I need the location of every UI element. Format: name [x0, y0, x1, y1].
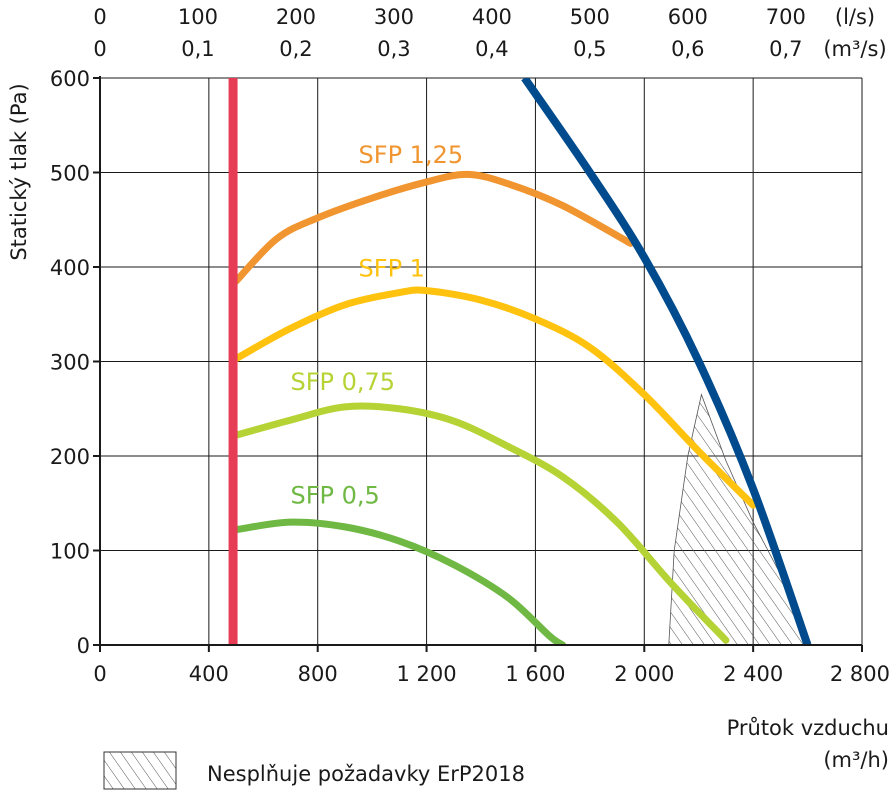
legend-label: Nesplňuje požadavky ErP2018 — [207, 762, 525, 786]
x-axis-title-line1: Průtok vzduchu — [727, 716, 889, 740]
top-ls-tick-label-3: 300 — [374, 5, 414, 29]
x-tick-label-5: 2 000 — [614, 662, 674, 686]
x-tick-label-2: 800 — [298, 662, 338, 686]
top-axis-m3s-unit: (m³/s) — [823, 37, 886, 61]
y-tick-label-2: 200 — [50, 445, 90, 469]
series-line-0 — [232, 170, 635, 285]
series-line-1 — [232, 286, 757, 509]
series-line-3 — [232, 518, 567, 645]
x-tick-label-3: 1 200 — [397, 662, 457, 686]
system-curve-line — [521, 78, 812, 645]
top-m3s-tick-label-6: 0,6 — [671, 37, 704, 61]
y-tick-label-6: 600 — [50, 67, 90, 91]
x-axis-title-line2: (m³/h) — [823, 748, 889, 772]
series-label-0: SFP 1,25 — [359, 141, 464, 169]
top-m3s-tick-label-3: 0,3 — [377, 37, 410, 61]
top-ls-tick-label-0: 0 — [93, 5, 106, 29]
top-m3s-tick-label-1: 0,1 — [181, 37, 214, 61]
y-tick-label-3: 300 — [50, 351, 90, 375]
top-ls-tick-label-2: 200 — [276, 5, 316, 29]
x-tick-label-1: 400 — [189, 662, 229, 686]
x-tick-label-4: 1 600 — [505, 662, 565, 686]
axes — [93, 76, 863, 652]
y-tick-label-5: 500 — [50, 162, 90, 186]
top-ls-tick-label-1: 100 — [178, 5, 218, 29]
y-axis-title: Statický tlak (Pa) — [7, 83, 31, 260]
x-tick-label-0: 0 — [93, 662, 106, 686]
top-ls-tick-label-6: 600 — [668, 5, 708, 29]
top-ls-tick-label-4: 400 — [472, 5, 512, 29]
top-m3s-tick-label-7: 0,7 — [769, 37, 802, 61]
top-ls-tick-label-7: 700 — [766, 5, 806, 29]
series-label-2: SFP 0,75 — [291, 368, 396, 396]
series-label-1: SFP 1 — [359, 254, 425, 282]
y-tick-label-1: 100 — [50, 540, 90, 564]
series-line-2 — [232, 402, 730, 644]
tick-labels: 0 400 800 1 200 1 600 2 000 2 400 2 800 0 100 200 3… — [50, 5, 890, 686]
top-m3s-tick-label-5: 0,5 — [573, 37, 606, 61]
y-tick-label-0: 0 — [77, 634, 90, 658]
x-tick-label-7: 2 800 — [830, 662, 890, 686]
legend-hatch-swatch — [103, 751, 177, 790]
top-m3s-tick-label-0: 0 — [93, 37, 106, 61]
top-m3s-tick-label-2: 0,2 — [279, 37, 312, 61]
x-tick-label-6: 2 400 — [723, 662, 783, 686]
top-axis-ls-unit: (l/s) — [835, 5, 875, 29]
top-ls-tick-label-5: 500 — [570, 5, 610, 29]
series-layer — [228, 78, 812, 645]
y-tick-label-4: 400 — [50, 256, 90, 280]
legend: Nesplňuje požadavky ErP2018 — [103, 751, 525, 790]
series-label-3: SFP 0,5 — [291, 481, 380, 509]
top-m3s-tick-label-4: 0,4 — [475, 37, 508, 61]
series-label-layer: SFP 1,25 SFP 1 SFP 0,75 SFP 0,5 — [291, 141, 464, 509]
